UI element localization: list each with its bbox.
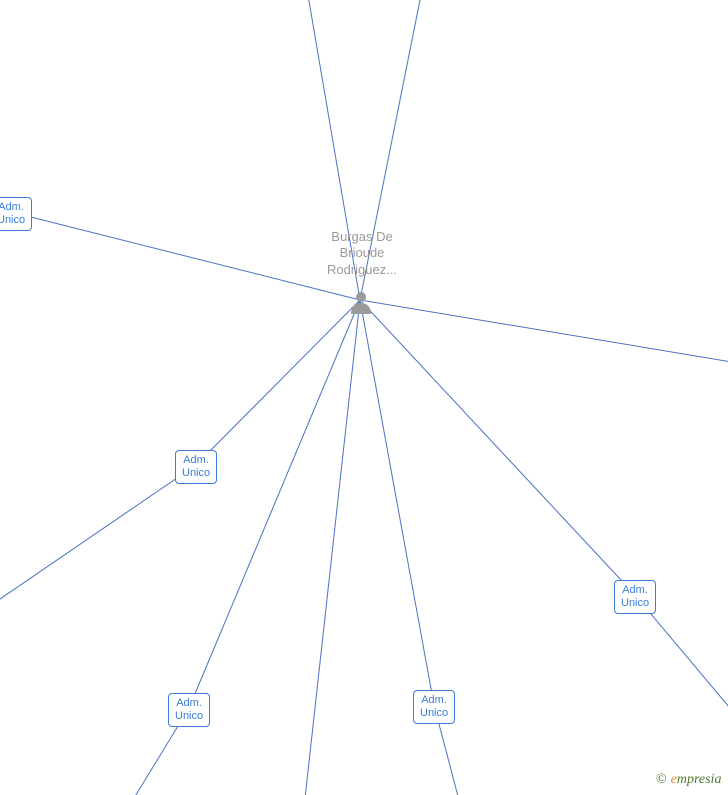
edge <box>189 300 360 708</box>
role-box-label: Adm. Unico <box>175 697 203 722</box>
role-box[interactable]: Adm. Unico <box>175 450 217 484</box>
edge <box>360 300 434 705</box>
role-box-label: Adm. Unico <box>182 454 210 479</box>
copyright-symbol: © <box>656 772 667 787</box>
role-box[interactable]: Adm. Unico <box>0 197 32 231</box>
center-node-label: Burgas De Brioude Rodriguez... <box>307 229 417 278</box>
person-icon <box>350 290 372 319</box>
watermark-rest: mpresia <box>677 772 722 787</box>
edge <box>360 300 635 595</box>
role-box-label: Adm. Unico <box>420 694 448 719</box>
edge <box>0 465 196 640</box>
role-box-label: Adm. Unico <box>0 201 25 226</box>
diagram-canvas <box>0 0 728 795</box>
role-box[interactable]: Adm. Unico <box>413 690 455 724</box>
role-box[interactable]: Adm. Unico <box>614 580 656 614</box>
role-box-label: Adm. Unico <box>621 584 649 609</box>
watermark: ©empresia <box>656 772 721 788</box>
edge <box>296 300 360 795</box>
edge <box>196 300 360 465</box>
role-box[interactable]: Adm. Unico <box>168 693 210 727</box>
